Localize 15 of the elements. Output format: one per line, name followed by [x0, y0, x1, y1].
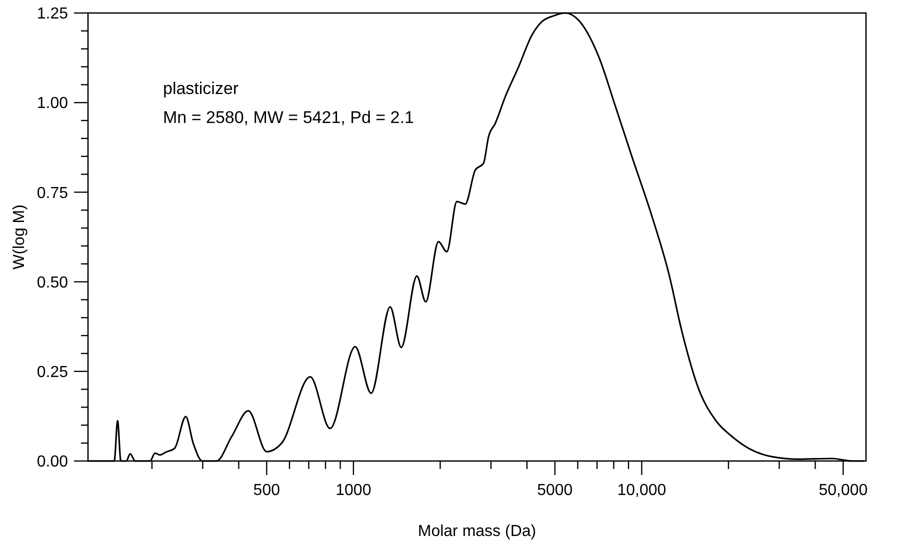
y-tick-label: 1.25 [36, 6, 68, 23]
y-tick-label: 1.00 [36, 95, 68, 112]
annotation: plasticizer [163, 79, 239, 98]
y-tick-label: 0.75 [36, 184, 68, 202]
x-tick-label: 10,000 [617, 482, 666, 499]
y-tick-label: 0.00 [36, 454, 68, 471]
y-tick-label: 0.50 [36, 274, 68, 292]
y-axis-title: W(log M) [11, 204, 28, 270]
x-tick-label: 50,000 [818, 482, 868, 499]
x-tick-label: 500 [253, 482, 280, 499]
x-axis-title: Molar mass (Da) [418, 523, 536, 540]
y-tick-label: 0.25 [36, 364, 68, 381]
x-tick-label: 1000 [336, 482, 372, 499]
annotation: Mn = 2580, MW = 5421, Pd = 2.1 [163, 108, 414, 127]
x-tick-label: 5000 [537, 482, 573, 499]
